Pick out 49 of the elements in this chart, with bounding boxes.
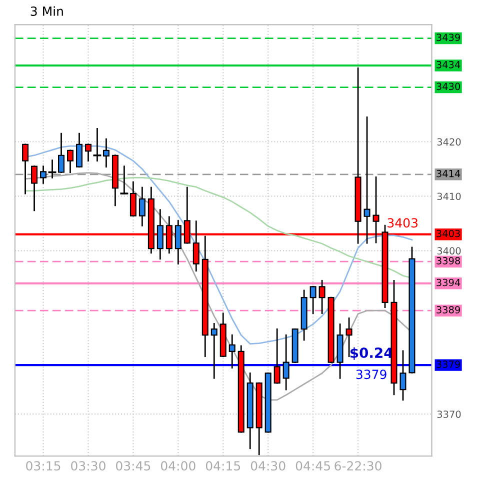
annotation: 3379 [356,370,386,380]
candlestick [138,186,146,226]
y-tick-label: 3410 [437,192,461,200]
y-tick-label: 3400 [437,247,461,255]
candlestick [76,132,82,168]
candlestick [93,128,102,162]
candlestick [84,144,92,162]
candlestick [310,286,316,314]
ref-line-label: 3403 [436,230,460,238]
x-tick-label: 03:45 [116,461,150,471]
ref-line-label: 3414 [436,170,460,178]
chart-title: 3 Min [30,6,63,16]
candlestick [31,166,38,212]
x-tick-label: 04:45 [296,461,330,471]
candlestick [174,220,182,264]
y-tick-label: 3420 [437,138,461,146]
candlestick [48,160,56,178]
candlestick [364,116,370,244]
candlestick [156,209,164,260]
y-tick-label: 3370 [437,410,461,418]
ref-line-label: 3439 [436,34,460,42]
x-tick-label: 04:15 [206,461,240,471]
candlestick [274,328,280,384]
x-tick-label: 04:30 [250,461,286,471]
candlestick [120,166,128,194]
ref-line-label: 3394 [436,278,460,286]
candlestick [228,334,236,368]
x-tick-label: 03:15 [26,461,60,471]
candlestick [346,318,352,358]
x-tick-label: 03:30 [71,461,106,471]
candlestick [22,144,29,194]
ref-line-label: 3430 [436,82,460,90]
candlestick [282,334,290,390]
ref-line-label: 3398 [436,257,460,264]
annotation: $0.24 [350,347,393,360]
candlestick [40,166,47,184]
annotation: 3403 [388,218,418,228]
x-tick-label: 6-22:30 [334,461,382,471]
candlestick [318,280,326,314]
candlestick [102,138,110,168]
ref-line-label: 3379 [436,360,460,368]
x-tick-label: 04:00 [160,461,196,471]
candlestick [66,150,74,173]
ref-line-label: 3434 [436,60,460,68]
ref-line-label: 3389 [436,306,460,314]
candlestick [58,132,65,173]
candlestick [210,322,218,379]
candlestick [130,181,136,217]
candlestick [400,350,406,401]
